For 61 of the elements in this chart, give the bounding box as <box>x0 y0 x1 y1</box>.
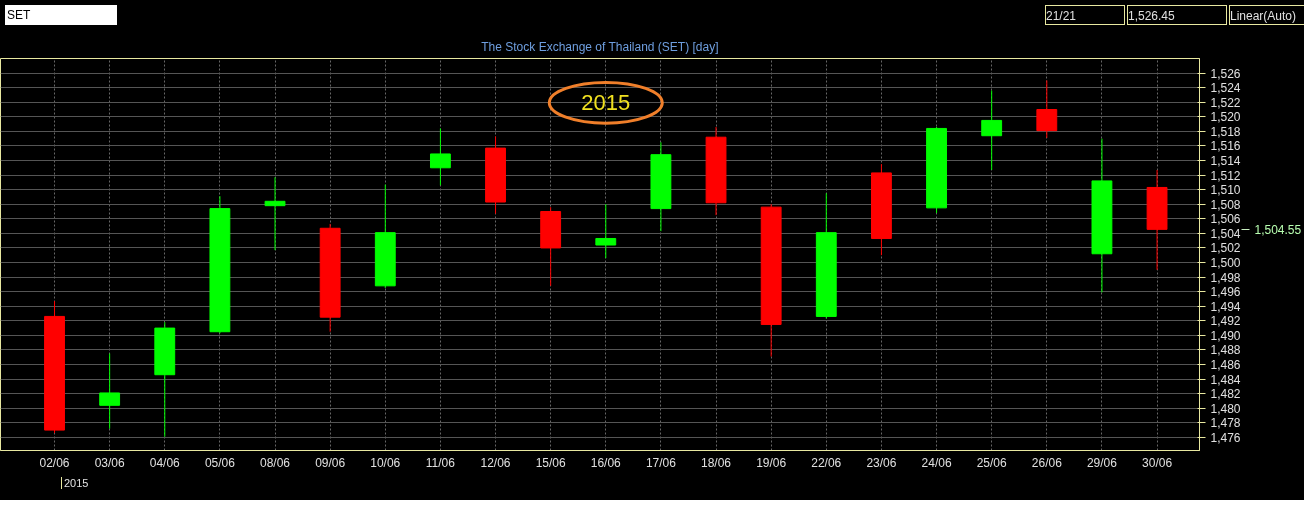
y-tick-label: 1,508 <box>1210 197 1241 212</box>
chart-title: The Stock Exchange of Thailand (SET) [day] <box>481 39 719 54</box>
x-tick-label: 17/06 <box>645 455 677 470</box>
x-tick-label: 16/06 <box>590 455 622 470</box>
text: 21/21 <box>1045 5 1125 25</box>
y-tick-label: 1,524 <box>1210 81 1241 96</box>
x-tick-label: 15/06 <box>535 455 566 470</box>
y-tick-label: 1,506 <box>1210 212 1241 227</box>
text: 1,526.45 <box>1127 5 1227 25</box>
x-tick-label: 08/06 <box>260 455 291 470</box>
x-tick-label: 23/06 <box>866 455 897 470</box>
x-tick-label: 26/06 <box>1031 455 1063 470</box>
y-tick-label: 1,478 <box>1210 416 1241 431</box>
x-tick-label: 10/06 <box>370 455 401 470</box>
y-tick-label: 1,476 <box>1210 430 1241 445</box>
x-tick-label: 09/06 <box>315 455 346 470</box>
y-tick-label: 1,496 <box>1210 285 1241 300</box>
x-tick-label: 19/06 <box>756 455 787 470</box>
x-tick-label: 04/06 <box>149 455 181 470</box>
text: Linear(Auto) <box>1229 5 1304 25</box>
y-tick-label: 1,482 <box>1210 387 1241 402</box>
x-tick-label: 29/06 <box>1086 455 1118 470</box>
y-tick-label: 1,486 <box>1210 358 1241 373</box>
y-tick-label: 1,526 <box>1210 66 1241 81</box>
x-tick-label: 11/06 <box>425 455 456 470</box>
candlestick <box>595 203 617 259</box>
y-tick-label: 1,480 <box>1210 401 1241 416</box>
text: 2015 <box>61 477 89 489</box>
candlestick <box>264 176 286 251</box>
y-tick-label: 1,510 <box>1210 183 1241 198</box>
x-tick-label: 02/06 <box>39 455 70 470</box>
y-tick-label: 1,488 <box>1210 343 1241 358</box>
y-tick-label: 1,500 <box>1210 256 1241 271</box>
y-tick-label: 1,516 <box>1210 139 1241 154</box>
y-tick-label: 1,502 <box>1210 241 1241 256</box>
text: 1,504.55 <box>1254 222 1302 237</box>
y-tick-label: 1,522 <box>1210 95 1241 110</box>
x-tick-label: 18/06 <box>701 455 732 470</box>
candlestick <box>429 127 451 186</box>
candlestick <box>99 353 121 430</box>
y-tick-label: 1,490 <box>1210 328 1241 343</box>
x-tick-label: 30/06 <box>1142 455 1173 470</box>
x-tick-label: 22/06 <box>811 455 842 470</box>
x-tick-label: 12/06 <box>480 455 511 470</box>
y-tick-label: 1,512 <box>1210 168 1241 183</box>
annotation: 2015 <box>581 90 631 116</box>
x-tick-label: 24/06 <box>921 455 952 470</box>
y-tick-label: 1,518 <box>1210 124 1241 139</box>
candlestick <box>1036 79 1058 139</box>
y-tick-label: 1,498 <box>1210 270 1241 285</box>
text: SET <box>5 5 117 25</box>
x-tick-label: 25/06 <box>976 455 1008 470</box>
y-tick-label: 1,494 <box>1210 299 1241 314</box>
y-tick-label: 1,484 <box>1210 372 1241 387</box>
x-tick-label: 05/06 <box>204 455 236 470</box>
x-tick-label: 03/06 <box>94 455 125 470</box>
y-tick-label: 1,514 <box>1210 154 1241 169</box>
y-tick-label: 1,492 <box>1210 314 1241 329</box>
y-tick-label: 1,504 <box>1210 226 1241 241</box>
y-tick-label: 1,520 <box>1210 110 1241 125</box>
candlestick <box>981 90 1003 171</box>
